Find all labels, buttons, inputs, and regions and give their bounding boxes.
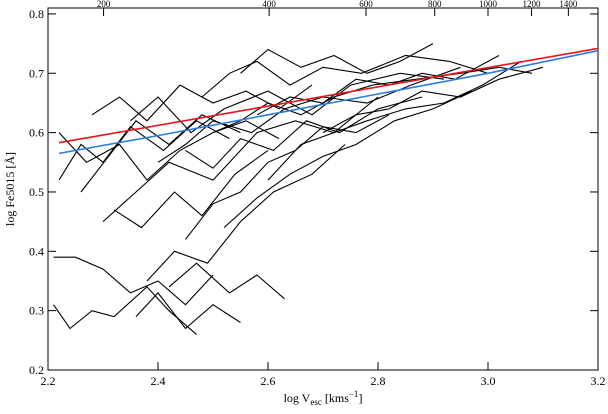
x-tick-label: 2.6 (261, 374, 276, 388)
x-label-part: [kms (322, 391, 349, 405)
profile-line (53, 256, 214, 306)
profile-line (53, 286, 197, 335)
profile-line (212, 66, 533, 134)
x-axis-label: log Vesc [kms−1] (284, 389, 363, 407)
top-tick-label: 800 (428, 0, 442, 9)
x-label-sub: esc (310, 397, 322, 407)
profile-line (256, 55, 500, 116)
top-tick-label: 200 (97, 0, 111, 9)
x-tick-label: 2.4 (151, 374, 166, 388)
profile-line (185, 114, 390, 240)
profile-line (58, 120, 230, 181)
profile-line (130, 72, 445, 134)
y-axis-label: log Fe5015 [Å] (3, 152, 17, 226)
fit-line (58, 49, 599, 155)
y-tick-label: 0.7 (29, 66, 44, 80)
y-tick-label: 0.3 (29, 304, 44, 318)
fit-line (58, 47, 599, 144)
profile-line (80, 114, 241, 193)
profile-line (322, 66, 544, 134)
profile-line (58, 120, 280, 181)
profile-line (168, 262, 285, 300)
x-label-part: ] (358, 391, 362, 405)
profile-line (102, 96, 379, 223)
x-tick-label: 2.2 (41, 374, 56, 388)
profile-line (185, 96, 423, 169)
y-tick-label: 0.6 (29, 126, 44, 140)
top-tick-label: 600 (359, 0, 373, 9)
y-tick-label: 0.4 (29, 244, 44, 258)
profile-line (146, 144, 346, 282)
x-label-sup: −1 (349, 389, 359, 399)
plot-frame (47, 7, 599, 371)
y-tick-label: 0.2 (29, 363, 44, 377)
profile-line (223, 90, 472, 229)
profile-line (240, 43, 434, 74)
top-tick-label: 400 (262, 0, 276, 9)
x-tick-label: 2.8 (371, 374, 386, 388)
profile-line (267, 60, 522, 181)
x-label-part: log V (284, 391, 311, 405)
profile-line (135, 292, 241, 330)
y-tick-label: 0.8 (29, 7, 44, 21)
top-tick-label: 1400 (559, 0, 578, 9)
top-tick-label: 1000 (479, 0, 498, 9)
profile-line (113, 149, 269, 229)
y-tick-label: 0.5 (29, 185, 44, 199)
profile-line (201, 54, 489, 98)
x-tick-label: 3.0 (481, 374, 496, 388)
x-tick-label: 3.2 (591, 374, 606, 388)
top-tick-label: 1200 (523, 0, 542, 9)
